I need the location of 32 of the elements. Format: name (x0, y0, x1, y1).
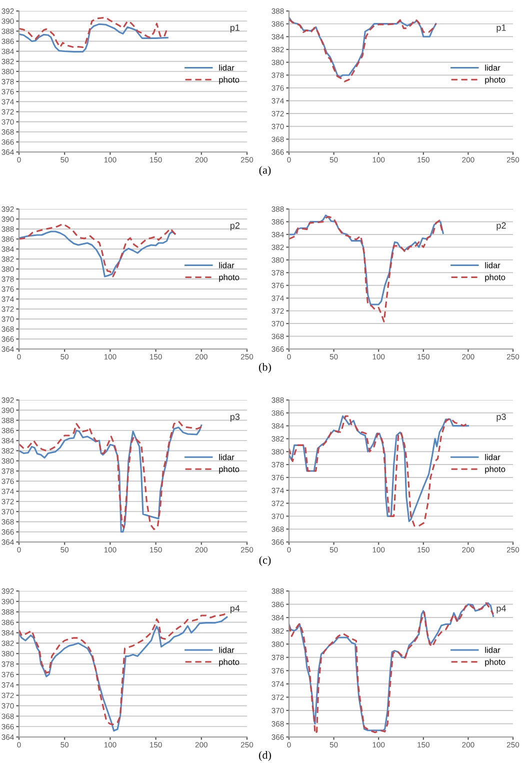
text: (a) (259, 166, 271, 176)
line-series (289, 216, 443, 322)
legend-label: lidar (219, 454, 234, 460)
annotation: p4 (496, 605, 506, 614)
legend-label: photo (485, 274, 506, 282)
legend-label: lidar (485, 64, 500, 71)
legend-label: photo (485, 658, 506, 667)
legend-label: lidar (485, 646, 500, 653)
text: (b) (259, 362, 271, 374)
legend-label: photo (219, 658, 240, 667)
legend-label: photo (485, 466, 506, 474)
legend-label: photo (219, 466, 240, 474)
annotation: p3 (230, 414, 240, 422)
line-series (289, 214, 444, 306)
legend-label: lidar (219, 646, 234, 653)
line-series (19, 23, 168, 53)
legend-label: lidar (485, 454, 500, 460)
annotation: p1 (230, 24, 240, 33)
annotation: p2 (230, 222, 240, 230)
annotation: p3 (496, 414, 506, 422)
legend-label: photo (485, 76, 506, 84)
legend-label: lidar (219, 64, 234, 71)
legend-label: photo (219, 274, 240, 282)
legend-label: lidar (219, 262, 234, 268)
legend-label: lidar (485, 262, 500, 268)
annotation: p1 (496, 24, 506, 33)
text: (d) (259, 750, 271, 762)
legend-label: photo (219, 76, 240, 84)
annotation: p4 (230, 605, 240, 614)
text: (c) (259, 556, 271, 566)
line-series (19, 16, 168, 48)
annotation: p2 (496, 222, 506, 230)
